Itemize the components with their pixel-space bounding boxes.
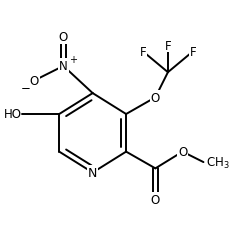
Text: O: O xyxy=(29,75,39,88)
Text: O: O xyxy=(150,193,159,206)
Text: CH$_3$: CH$_3$ xyxy=(205,155,228,170)
Text: F: F xyxy=(139,46,145,59)
Text: N: N xyxy=(88,166,97,179)
Text: N: N xyxy=(59,60,68,73)
Text: O: O xyxy=(59,31,68,44)
Text: O: O xyxy=(177,145,186,158)
Text: HO: HO xyxy=(4,108,22,121)
Text: F: F xyxy=(189,46,196,59)
Text: O: O xyxy=(150,91,159,104)
Text: +: + xyxy=(68,54,76,64)
Text: −: − xyxy=(20,82,30,95)
Text: F: F xyxy=(164,39,170,52)
